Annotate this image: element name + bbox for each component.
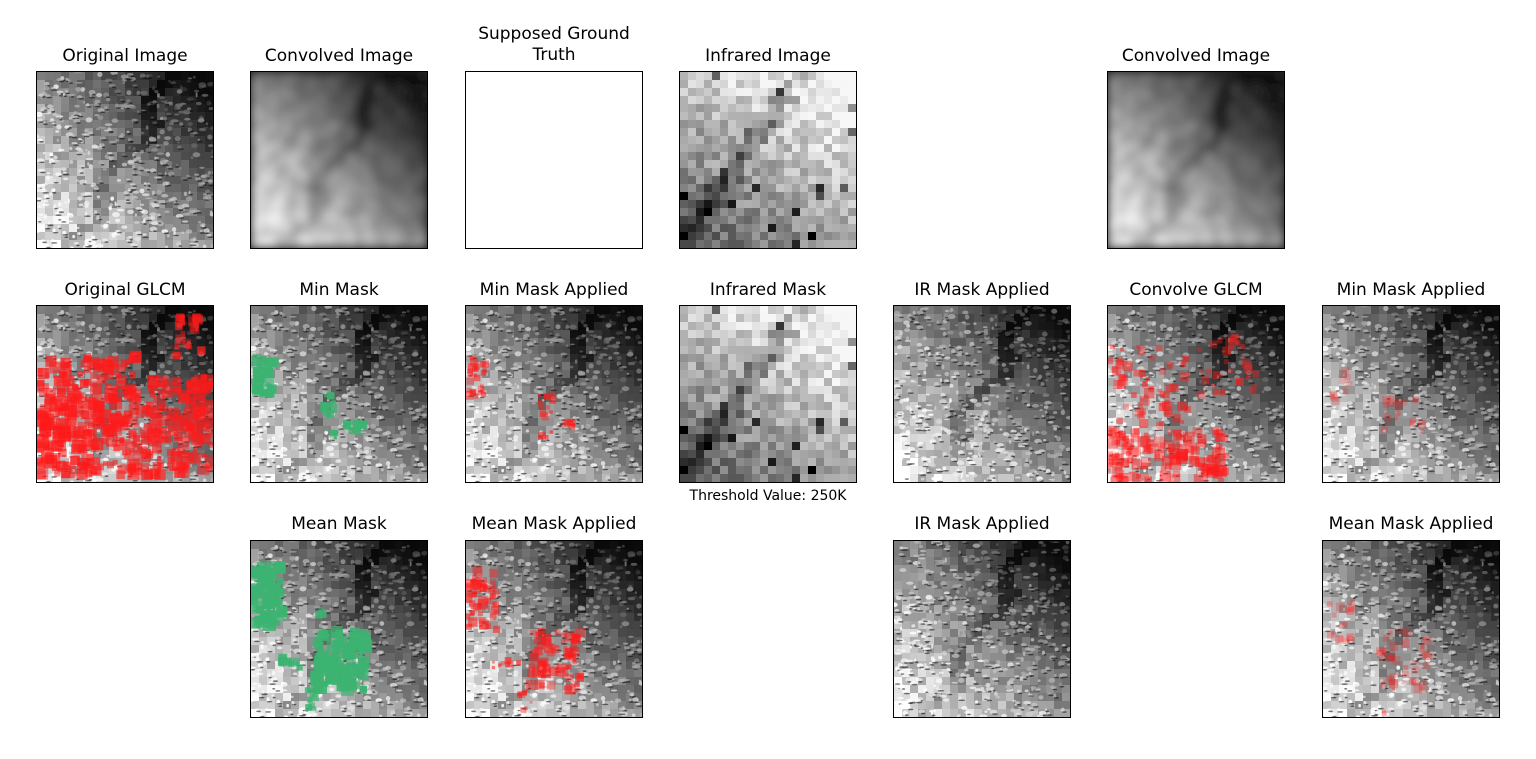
panel-mean-mask: Mean Mask bbox=[250, 512, 428, 718]
panel-original-image: Original Image bbox=[36, 44, 214, 250]
convolved-image-2-graphic bbox=[1108, 72, 1284, 248]
panel-title: IR Mask Applied bbox=[914, 280, 1050, 300]
min-mask-applied-image-2-graphic bbox=[1323, 306, 1499, 482]
convolve-glcm-image bbox=[1107, 305, 1285, 483]
panel-title: Min Mask bbox=[299, 280, 379, 300]
mean-mask-image-graphic bbox=[251, 541, 427, 717]
panel-ir-mask-applied-2: IR Mask Applied bbox=[893, 512, 1071, 718]
panel-min-mask-applied-2: Min Mask Applied bbox=[1322, 278, 1500, 484]
convolved-image bbox=[250, 71, 428, 249]
panel-mean-mask-applied: Mean Mask Applied bbox=[465, 512, 643, 718]
panel-title: IR Mask Applied bbox=[914, 514, 1050, 534]
ground-truth-image bbox=[465, 71, 643, 249]
panel-title: Mean Mask Applied bbox=[471, 514, 637, 534]
panel-convolve-glcm: Convolve GLCM bbox=[1107, 278, 1285, 484]
min-mask-image-graphic bbox=[251, 306, 427, 482]
panel-title: Convolved Image bbox=[1121, 46, 1271, 66]
original-glcm-image bbox=[36, 305, 214, 483]
panel-title: Mean Mask bbox=[291, 514, 387, 534]
panel-title: Min Mask Applied bbox=[1336, 280, 1486, 300]
panel-original-glcm: Original GLCM bbox=[36, 278, 214, 484]
panel-title: Convolve GLCM bbox=[1129, 280, 1263, 300]
infrared-mask-image bbox=[679, 305, 857, 483]
panel-min-mask-applied: Min Mask Applied bbox=[465, 278, 643, 484]
panel-title: Infrared Mask bbox=[709, 280, 827, 300]
mean-mask-applied-image-graphic bbox=[466, 541, 642, 717]
convolve-glcm-image-graphic bbox=[1108, 306, 1284, 482]
mean-mask-image bbox=[250, 540, 428, 718]
panel-mean-mask-applied-2: Mean Mask Applied bbox=[1322, 512, 1500, 718]
threshold-caption: Threshold Value: 250K bbox=[689, 488, 847, 504]
ir-mask-applied-image-graphic bbox=[894, 306, 1070, 482]
mean-mask-applied-image-2-graphic bbox=[1323, 541, 1499, 717]
panel-title: Original Image bbox=[62, 46, 188, 66]
mean-mask-applied-image bbox=[465, 540, 643, 718]
panel-convolved-image-2: Convolved Image bbox=[1107, 44, 1285, 250]
original-image bbox=[36, 71, 214, 249]
ir-mask-applied-image-2-graphic bbox=[894, 541, 1070, 717]
panel-convolved-image: Convolved Image bbox=[250, 44, 428, 250]
panel-title: Original GLCM bbox=[64, 280, 186, 300]
infrared-image-graphic bbox=[680, 72, 856, 248]
ground-truth-image-graphic bbox=[466, 72, 642, 248]
original-image-graphic bbox=[37, 72, 213, 248]
panel-title: Supposed Ground Truth bbox=[478, 24, 630, 65]
mean-mask-applied-image-2 bbox=[1322, 540, 1500, 718]
ir-mask-applied-image-2 bbox=[893, 540, 1071, 718]
panel-supposed-ground-truth: Supposed Ground Truth bbox=[465, 24, 643, 250]
min-mask-image bbox=[250, 305, 428, 483]
panel-infrared-image: Infrared Image bbox=[679, 44, 857, 250]
panel-title: Mean Mask Applied bbox=[1328, 514, 1494, 534]
panel-infrared-mask: Infrared Mask Threshold Value: 250K bbox=[679, 278, 857, 504]
infrared-image bbox=[679, 71, 857, 249]
original-glcm-image-graphic bbox=[37, 306, 213, 482]
panel-title: Convolved Image bbox=[264, 46, 414, 66]
infrared-mask-image-graphic bbox=[680, 306, 856, 482]
min-mask-applied-image-2 bbox=[1322, 305, 1500, 483]
panel-ir-mask-applied: IR Mask Applied bbox=[893, 278, 1071, 484]
min-mask-applied-image-graphic bbox=[466, 306, 642, 482]
panel-title: Infrared Image bbox=[705, 46, 831, 66]
min-mask-applied-image bbox=[465, 305, 643, 483]
panel-title: Min Mask Applied bbox=[479, 280, 629, 300]
ir-mask-applied-image bbox=[893, 305, 1071, 483]
convolved-image-2 bbox=[1107, 71, 1285, 249]
convolved-image-graphic bbox=[251, 72, 427, 248]
panel-min-mask: Min Mask bbox=[250, 278, 428, 484]
